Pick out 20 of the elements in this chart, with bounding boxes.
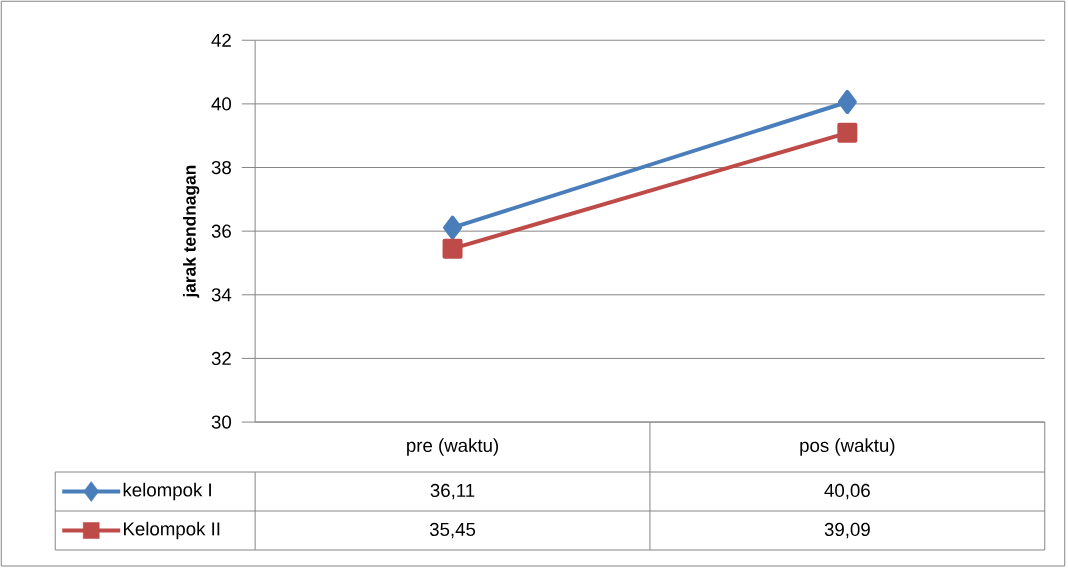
x-tick-label: pos (waktu) <box>800 438 895 456</box>
y-axis-title: jarak tendnagan <box>183 165 200 298</box>
y-tick-label: 30 <box>211 415 232 429</box>
legend-label: Kelompok II <box>124 521 220 540</box>
y-tick-label: 34 <box>211 288 232 302</box>
y-tick-label: 36 <box>211 224 231 238</box>
legend-label: kelompok I <box>123 482 211 501</box>
point <box>837 89 857 114</box>
data-label: 40,06 <box>824 483 870 500</box>
point <box>837 122 858 143</box>
data-label: 35,45 <box>429 522 476 539</box>
data-label: 39,09 <box>824 522 870 539</box>
y-tick-label: 32 <box>211 351 231 365</box>
point <box>443 215 463 240</box>
x-tick-label: pre (waktu) <box>407 438 499 456</box>
y-tick-label: 42 <box>211 33 231 47</box>
data-label: 36,11 <box>430 483 475 500</box>
y-tick-label: 38 <box>211 160 231 174</box>
point <box>442 238 463 259</box>
y-tick-label: 40 <box>211 97 232 111</box>
